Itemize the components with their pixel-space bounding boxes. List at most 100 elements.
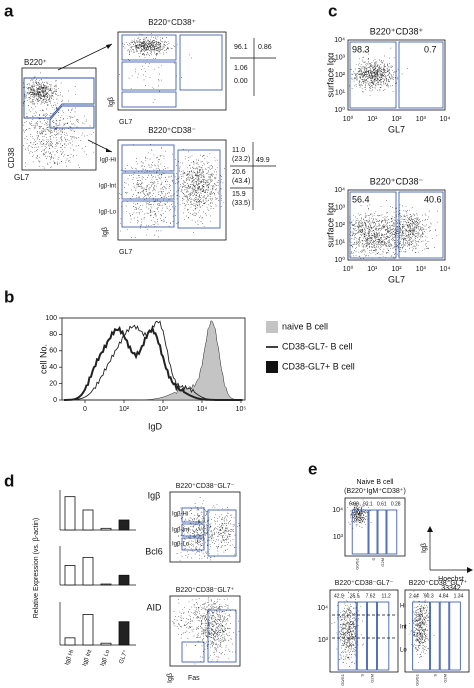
plot-frame xyxy=(117,139,227,241)
gate xyxy=(49,105,95,129)
label: 2.44 xyxy=(409,593,419,599)
y-tick-label: 10⁴ xyxy=(334,37,345,44)
gate xyxy=(449,601,461,671)
x-tick-label: 10⁰ xyxy=(343,115,354,123)
x-tick-label: 10⁵ xyxy=(236,406,247,413)
y-tick-label: 10¹ xyxy=(335,239,346,246)
bar xyxy=(118,519,130,531)
arrow xyxy=(57,43,113,71)
cell-scatter xyxy=(23,84,95,169)
bar xyxy=(100,583,112,586)
label: Igβ-Int xyxy=(172,528,189,534)
label: Lo xyxy=(400,648,407,654)
x-tick-label: GL7⁺ xyxy=(118,649,130,665)
label: 40.6 xyxy=(424,194,442,204)
label: 11.2 xyxy=(381,593,391,599)
label: 98.3 xyxy=(352,44,370,54)
x-tick-label: 10³ xyxy=(416,266,427,273)
bar xyxy=(64,565,76,586)
label: Hoechst xyxy=(438,576,464,583)
label: GL7 xyxy=(119,119,132,126)
y-tick-label: 10² xyxy=(335,222,346,229)
gate-label: S xyxy=(359,674,364,677)
label: B220⁺CD38⁺ xyxy=(148,18,196,27)
cell-scatter xyxy=(23,72,76,113)
gate xyxy=(386,509,398,555)
bar xyxy=(118,574,130,586)
gate xyxy=(351,509,369,555)
gate-label: G2M xyxy=(380,558,385,567)
label: 1.06 xyxy=(234,65,248,72)
label: B220⁺CD38⁻GL7⁺ xyxy=(176,587,235,594)
label: Igβ xyxy=(167,673,174,683)
gate xyxy=(412,601,430,671)
x-tick-label: 10⁴ xyxy=(440,116,451,123)
label: 92.1 xyxy=(363,501,373,507)
legend-swatch xyxy=(266,361,278,373)
x-tick-label: 10⁴ xyxy=(197,406,208,413)
label: 15.9 xyxy=(232,191,246,198)
cell-scatter xyxy=(384,204,438,255)
arrowhead xyxy=(106,44,112,49)
plot-frame xyxy=(347,189,446,261)
cell-scatter xyxy=(122,32,178,58)
y-tick-label: 10¹ xyxy=(335,89,346,96)
label: Igβ-Int xyxy=(99,184,116,190)
label: 96.1 xyxy=(234,44,248,51)
y-tick-label: 100 xyxy=(45,315,57,322)
gate xyxy=(368,509,378,555)
label: 0.86 xyxy=(258,44,272,51)
gate-label: G2M xyxy=(369,674,374,683)
y-tick-label: 20 xyxy=(49,380,57,387)
x-tick-label: 10² xyxy=(391,116,402,123)
label: B220⁺ xyxy=(24,58,47,67)
plot-frame xyxy=(117,31,227,111)
gate xyxy=(121,61,177,91)
label: 20.6 xyxy=(232,169,246,176)
label: 42.9 xyxy=(334,593,344,599)
label: B220⁺CD38⁺ xyxy=(370,26,424,36)
arrowhead xyxy=(467,567,473,573)
histogram-curve xyxy=(64,325,243,401)
label: Int xyxy=(400,625,407,631)
label: Igβ xyxy=(421,543,428,553)
x-tick-label: Igβ Hi xyxy=(64,649,75,666)
panel-label: d xyxy=(4,471,14,490)
label: cell No. xyxy=(38,344,48,374)
label: (B220⁺IgM⁺CD38⁺) xyxy=(344,488,406,495)
x-tick-label: 10² xyxy=(119,406,130,413)
legend-swatch xyxy=(266,321,278,333)
x-tick-label: 10³ xyxy=(158,406,169,413)
label: Relative Expression (vs. β-actin) xyxy=(33,518,40,619)
label: 0.00 xyxy=(234,78,248,85)
y-tick-label: 0 xyxy=(53,397,57,404)
x-tick-label: 10⁰ xyxy=(343,265,354,273)
gate-label: G0/G1 xyxy=(354,557,359,570)
gate-label: G0/G1 xyxy=(415,673,420,686)
label: GL7 xyxy=(388,124,405,134)
label: Igβ-Hi xyxy=(172,512,188,518)
label: 6.88 xyxy=(349,501,359,507)
label: (43.4) xyxy=(232,178,250,185)
label: 49.9 xyxy=(256,157,270,164)
arrowhead xyxy=(106,148,112,152)
y-tick-label: 60 xyxy=(49,348,57,355)
label: surface Igα xyxy=(325,53,335,98)
y-tick-label: 10⁴ xyxy=(332,507,343,514)
bar xyxy=(82,614,94,646)
chart-title: Igβ xyxy=(148,490,161,500)
label: B220⁺CD38⁻GL7⁻ xyxy=(176,483,235,490)
label: (23.2) xyxy=(232,156,250,163)
gate-label: S xyxy=(433,674,438,677)
label: 1.34 xyxy=(454,593,464,599)
label: 0.7 xyxy=(424,44,437,54)
plot-frame xyxy=(404,589,470,673)
plot-frame xyxy=(329,589,399,673)
panel-label: a xyxy=(4,1,14,20)
bar xyxy=(64,637,76,646)
y-tick-label: 10⁰ xyxy=(334,106,345,114)
gate xyxy=(377,601,390,671)
label: 0.28 xyxy=(391,501,401,507)
legend-label: CD38-GL7- B cell xyxy=(282,341,353,351)
